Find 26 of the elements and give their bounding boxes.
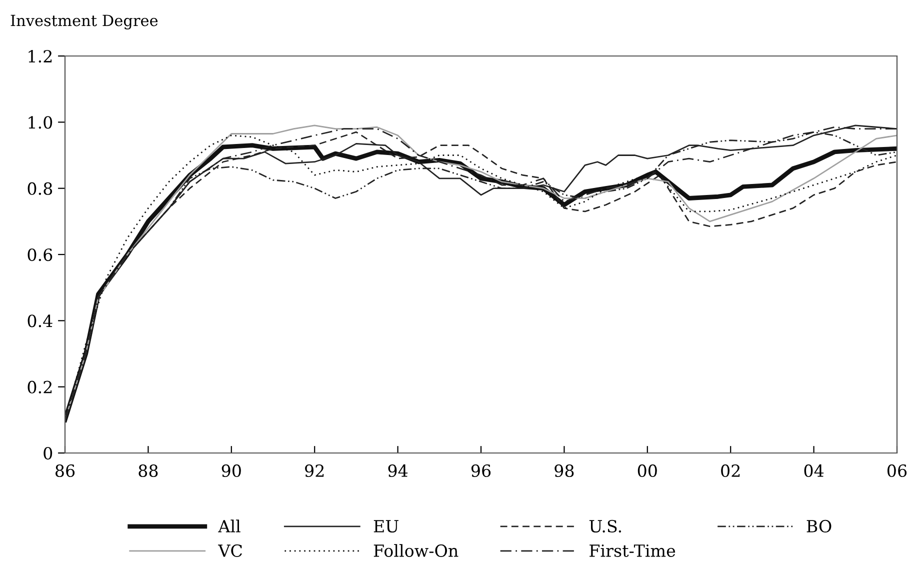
legend-label: First-Time bbox=[590, 544, 676, 557]
x-tick-label: 02 bbox=[721, 464, 740, 478]
y-tick-label: 0.4 bbox=[28, 314, 52, 328]
x-tick-label: 00 bbox=[638, 464, 657, 478]
x-tick-label: 90 bbox=[222, 464, 241, 478]
y-axis-title: Investment Degree bbox=[10, 14, 158, 30]
y-tick-label: 0 bbox=[44, 446, 52, 460]
legend-label: U.S. bbox=[589, 520, 622, 533]
x-tick-label: 98 bbox=[554, 464, 574, 478]
y-tick-label: 1.0 bbox=[28, 116, 52, 129]
x-tick-label: 88 bbox=[138, 464, 158, 478]
x-tick-label: 04 bbox=[804, 464, 824, 478]
legend-label: EU bbox=[374, 520, 398, 533]
legend-label: All bbox=[218, 520, 240, 532]
legend-label: Follow-On bbox=[374, 544, 458, 557]
x-tick-label: 96 bbox=[471, 464, 491, 478]
legend-label: VC bbox=[218, 544, 242, 557]
legend-label: BO bbox=[806, 520, 832, 533]
y-tick-label: 0.8 bbox=[28, 182, 52, 195]
x-tick-label: 86 bbox=[56, 464, 75, 478]
x-tick-label: 06 bbox=[887, 464, 907, 478]
y-tick-label: 0.2 bbox=[28, 380, 52, 394]
x-tick-label: 92 bbox=[305, 464, 324, 478]
y-tick-label: 1.2 bbox=[28, 50, 52, 63]
y-tick-label: 0.6 bbox=[28, 248, 52, 262]
x-tick-label: 94 bbox=[388, 464, 408, 478]
